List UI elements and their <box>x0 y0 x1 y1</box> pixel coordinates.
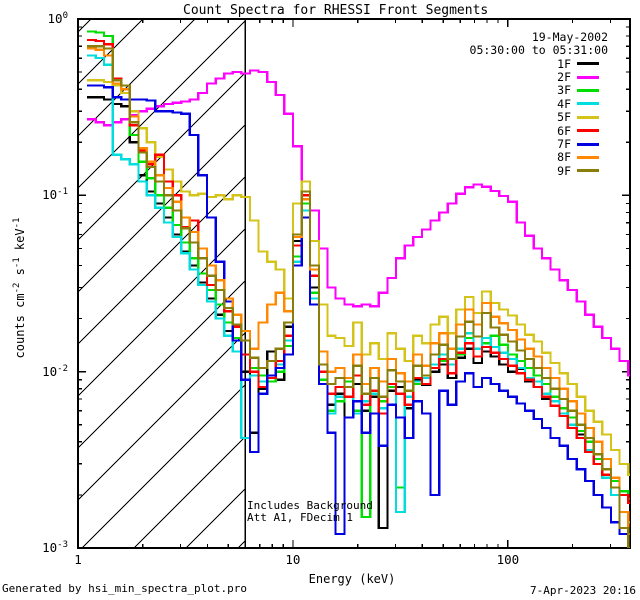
series-7F <box>86 84 630 542</box>
legend-label-5F: 5F <box>557 110 571 125</box>
chart-title: Count Spectra for RHESSI Front Segments <box>183 3 489 18</box>
legend-swatch-4F <box>577 102 599 106</box>
legend-item-3F: 3F <box>557 83 599 98</box>
footer-timestamp: 7-Apr-2023 20:16 <box>530 584 636 597</box>
legend-item-4F: 4F <box>557 96 599 111</box>
legend-label-9F: 9F <box>557 163 571 178</box>
x-tick-100: 100 <box>496 552 520 567</box>
y-tick-1e-1: 10-1 <box>42 187 68 203</box>
legend-swatch-3F <box>577 88 599 92</box>
y-axis-label: counts cm-2 s-1 keV-1 <box>12 217 27 359</box>
legend-label-2F: 2F <box>557 70 571 85</box>
legend-item-9F: 9F <box>557 163 599 178</box>
legend-swatch-9F <box>577 169 599 173</box>
x-axis-label: Energy (keV) <box>308 572 396 586</box>
y-tick-1e-3: 10-3 <box>42 539 68 555</box>
legend: 1F 2F 3F 4F 5F 6F 7F 8F 9F <box>557 57 599 178</box>
legend-item-1F: 1F <box>557 56 599 71</box>
legend-swatch-5F <box>577 115 599 119</box>
legend-swatch-1F <box>577 62 599 66</box>
legend-swatch-8F <box>577 155 599 159</box>
series-5F <box>86 79 630 476</box>
footer-generated-by: Generated by hsi_min_spectra_plot.pro <box>2 582 248 595</box>
y-tick-1e0: 100 <box>47 10 68 26</box>
legend-item-5F: 5F <box>557 110 599 125</box>
observation-time-range: 05:30:00 to 05:31:00 <box>469 43 608 57</box>
legend-label-7F: 7F <box>557 137 571 152</box>
legend-swatch-2F <box>577 75 599 79</box>
x-tick-10: 10 <box>285 552 301 567</box>
legend-label-6F: 6F <box>557 123 571 138</box>
legend-label-3F: 3F <box>557 83 571 98</box>
observation-date: 19-May-2002 <box>531 30 608 44</box>
series-6F <box>86 38 630 505</box>
legend-item-7F: 7F <box>557 137 599 152</box>
legend-swatch-7F <box>577 142 599 146</box>
y-tick-1e-2: 10-2 <box>42 363 68 379</box>
series-2F <box>86 69 630 377</box>
legend-item-2F: 2F <box>557 70 599 85</box>
legend-label-1F: 1F <box>557 56 571 71</box>
series-9F <box>86 45 630 548</box>
annotation-includes-background: Includes Background <box>247 499 373 512</box>
legend-swatch-6F <box>577 129 599 133</box>
legend-item-6F: 6F <box>557 123 599 138</box>
annotation-attenuator-state: Att A1, FDecim 1 <box>247 510 353 524</box>
legend-label-4F: 4F <box>557 96 571 111</box>
annotation-block: Includes Background Att A1, FDecim 1 <box>247 500 373 523</box>
series-4F <box>86 54 630 524</box>
legend-item-8F: 8F <box>557 150 599 165</box>
x-tick-1: 1 <box>74 552 82 567</box>
series-1F <box>86 96 630 529</box>
legend-label-8F: 8F <box>557 150 571 165</box>
